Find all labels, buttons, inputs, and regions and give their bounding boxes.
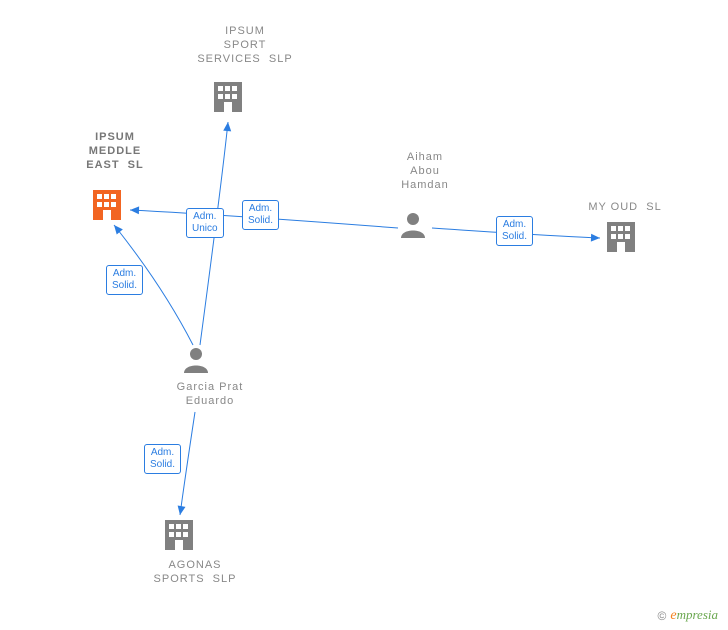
footer-attribution: © empresia [658,607,718,624]
building-icon[interactable] [165,520,193,550]
edge-label-garcia-meddle: Adm. Solid. [106,265,143,295]
node-label-ipsum-meddle: IPSUM MEDDLE EAST SL [70,130,160,172]
edge-label-aiham-myoud: Adm. Solid. [496,216,533,246]
copyright-symbol: © [658,609,667,623]
edge-label-aiham-meddle: Adm. Solid. [242,200,279,230]
node-label-my-oud: MY OUD SL [580,200,670,214]
arrowhead-garcia_to_agonas [176,505,185,515]
arrowhead-aiham_to_meddle [130,206,139,214]
edge-garcia_to_agonas [180,412,195,515]
person-icon[interactable] [184,348,208,373]
arrowhead-garcia_to_meddle [111,222,123,234]
node-label-aiham: Aiham Abou Hamdan [380,150,470,192]
edge-label-garcia-sport: Adm. Unico [186,208,224,238]
node-label-ipsum-sport: IPSUM SPORT SERVICES SLP [190,24,300,66]
person-icon[interactable] [401,213,425,238]
arrowhead-aiham_to_myoud [591,234,600,242]
building-icon[interactable] [214,82,242,112]
building-icon[interactable] [607,222,635,252]
node-label-agonas: AGONAS SPORTS SLP [135,558,255,586]
brand-rest: mpresia [677,607,718,622]
arrowhead-garcia_to_sport [223,122,232,132]
node-label-garcia: Garcia Prat Eduardo [155,380,265,408]
building-icon[interactable] [93,190,121,220]
edge-label-garcia-agonas: Adm. Solid. [144,444,181,474]
diagram-canvas [0,0,728,630]
